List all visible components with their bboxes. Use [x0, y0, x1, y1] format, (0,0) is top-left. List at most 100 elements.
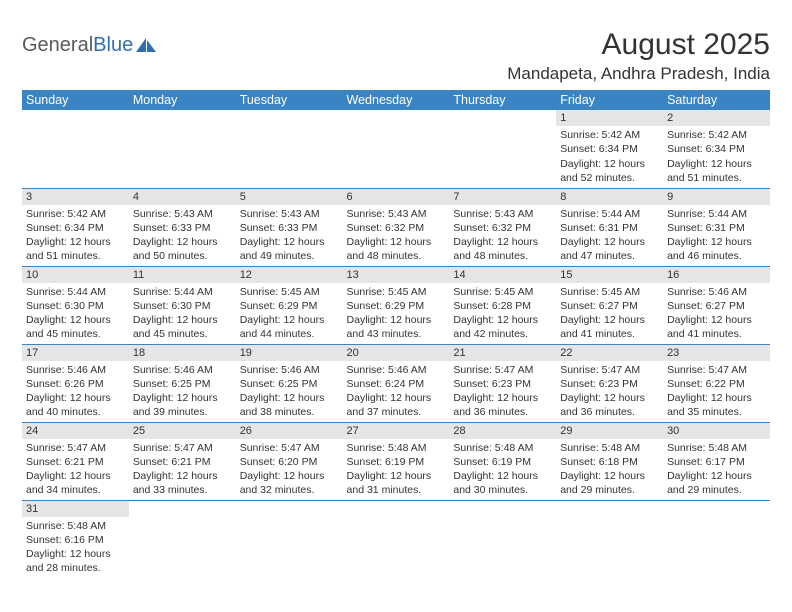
calendar-cell: 11Sunrise: 5:44 AMSunset: 6:30 PMDayligh…	[129, 266, 236, 344]
calendar-cell	[449, 110, 556, 188]
day-info-line: Sunrise: 5:42 AM	[560, 128, 659, 142]
calendar-head: SundayMondayTuesdayWednesdayThursdayFrid…	[22, 90, 770, 110]
day-info-line: Sunrise: 5:47 AM	[26, 441, 125, 455]
day-info-line: Daylight: 12 hours	[133, 235, 232, 249]
day-info-line: Daylight: 12 hours	[453, 235, 552, 249]
day-info-line: Sunset: 6:18 PM	[560, 455, 659, 469]
day-info-line: Sunrise: 5:45 AM	[347, 285, 446, 299]
day-number: 9	[663, 189, 770, 205]
day-info-line: and 41 minutes.	[667, 327, 766, 341]
day-info-line: Sunset: 6:30 PM	[133, 299, 232, 313]
day-info: Sunrise: 5:44 AMSunset: 6:30 PMDaylight:…	[22, 283, 129, 344]
day-info-line: and 45 minutes.	[26, 327, 125, 341]
day-number: 1	[556, 110, 663, 126]
calendar-cell: 26 Sunrise: 5:47 AMSunset: 6:20 PMDayligh…	[236, 422, 343, 500]
day-info-line: Sunset: 6:22 PM	[667, 377, 766, 391]
day-number: 7	[449, 189, 556, 205]
day-info: Sunrise: 5:46 AMSunset: 6:25 PMDaylight:…	[129, 361, 236, 422]
day-number: 28	[449, 423, 556, 439]
day-info-line: Sunset: 6:32 PM	[453, 221, 552, 235]
day-info-line: Sunset: 6:19 PM	[347, 455, 446, 469]
day-info-line: Daylight: 12 hours	[667, 391, 766, 405]
day-number: 12	[236, 267, 343, 283]
calendar-cell	[129, 500, 236, 578]
day-info-line: and 28 minutes.	[26, 561, 125, 575]
day-info-line: Sunset: 6:25 PM	[133, 377, 232, 391]
day-info-line: Daylight: 12 hours	[453, 391, 552, 405]
calendar-cell: 15Sunrise: 5:45 AMSunset: 6:27 PMDayligh…	[556, 266, 663, 344]
day-info-line: and 51 minutes.	[667, 171, 766, 185]
day-info-line: and 44 minutes.	[240, 327, 339, 341]
day-info: Sunrise: 5:47 AMSunset: 6:21 PMDaylight:…	[22, 439, 129, 500]
day-info-line: Daylight: 12 hours	[347, 235, 446, 249]
calendar-table: SundayMondayTuesdayWednesdayThursdayFrid…	[22, 90, 770, 578]
day-info-line: Sunset: 6:34 PM	[26, 221, 125, 235]
day-info-line: Daylight: 12 hours	[347, 391, 446, 405]
calendar-cell: 8Sunrise: 5:44 AMSunset: 6:31 PMDaylight…	[556, 188, 663, 266]
day-info-line: Daylight: 12 hours	[26, 235, 125, 249]
day-info-line: Daylight: 12 hours	[560, 313, 659, 327]
calendar-cell	[556, 500, 663, 578]
day-info-line: Sunset: 6:17 PM	[667, 455, 766, 469]
day-info: Sunrise: 5:48 AMSunset: 6:19 PMDaylight:…	[449, 439, 556, 500]
day-info-line: and 32 minutes.	[240, 483, 339, 497]
day-info-line: Daylight: 12 hours	[453, 313, 552, 327]
day-number: 4	[129, 189, 236, 205]
day-info-line: Sunrise: 5:47 AM	[133, 441, 232, 455]
day-number: 26	[236, 423, 343, 439]
day-number: 11	[129, 267, 236, 283]
day-info-line: and 30 minutes.	[453, 483, 552, 497]
day-info-line: Sunset: 6:21 PM	[26, 455, 125, 469]
calendar-cell: 24Sunrise: 5:47 AMSunset: 6:21 PMDayligh…	[22, 422, 129, 500]
calendar-body: 1Sunrise: 5:42 AMSunset: 6:34 PMDaylight…	[22, 110, 770, 578]
day-info-line: and 31 minutes.	[347, 483, 446, 497]
day-info-line: Sunrise: 5:47 AM	[240, 441, 339, 455]
calendar-cell: 14Sunrise: 5:45 AMSunset: 6:28 PMDayligh…	[449, 266, 556, 344]
day-info-line: Sunset: 6:30 PM	[26, 299, 125, 313]
day-info-line: Sunset: 6:29 PM	[347, 299, 446, 313]
day-info-line: Sunrise: 5:45 AM	[560, 285, 659, 299]
day-info-line: Sunrise: 5:44 AM	[560, 207, 659, 221]
calendar-week: 24Sunrise: 5:47 AMSunset: 6:21 PMDayligh…	[22, 422, 770, 500]
day-info-line: Sunset: 6:27 PM	[667, 299, 766, 313]
day-info-line: and 52 minutes.	[560, 171, 659, 185]
day-info: Sunrise: 5:45 AMSunset: 6:29 PMDaylight:…	[343, 283, 450, 344]
column-header: Tuesday	[236, 90, 343, 110]
calendar-week: 1Sunrise: 5:42 AMSunset: 6:34 PMDaylight…	[22, 110, 770, 188]
day-number: 19	[236, 345, 343, 361]
calendar-cell: 7Sunrise: 5:43 AMSunset: 6:32 PMDaylight…	[449, 188, 556, 266]
column-header: Monday	[129, 90, 236, 110]
day-info: Sunrise: 5:47 AMSunset: 6:22 PMDaylight:…	[663, 361, 770, 422]
day-info-line: Sunrise: 5:47 AM	[560, 363, 659, 377]
day-info-line: Daylight: 12 hours	[240, 469, 339, 483]
sail-icon	[135, 37, 157, 53]
calendar-cell: 19Sunrise: 5:46 AMSunset: 6:25 PMDayligh…	[236, 344, 343, 422]
day-info: Sunrise: 5:45 AMSunset: 6:28 PMDaylight:…	[449, 283, 556, 344]
day-number: 17	[22, 345, 129, 361]
day-number: 15	[556, 267, 663, 283]
day-info-line: Sunrise: 5:46 AM	[347, 363, 446, 377]
day-number: 22	[556, 345, 663, 361]
day-info-line: Daylight: 12 hours	[667, 313, 766, 327]
day-info: Sunrise: 5:46 AMSunset: 6:25 PMDaylight:…	[236, 361, 343, 422]
calendar-cell: 23Sunrise: 5:47 AMSunset: 6:22 PMDayligh…	[663, 344, 770, 422]
day-info-line: Daylight: 12 hours	[240, 313, 339, 327]
day-info-line: Sunset: 6:31 PM	[560, 221, 659, 235]
day-info-line: Sunrise: 5:46 AM	[133, 363, 232, 377]
day-info-line: Sunset: 6:23 PM	[560, 377, 659, 391]
calendar-cell	[236, 500, 343, 578]
calendar-cell: 16Sunrise: 5:46 AMSunset: 6:27 PMDayligh…	[663, 266, 770, 344]
day-number: 24	[22, 423, 129, 439]
calendar-cell	[343, 110, 450, 188]
day-info-line: and 49 minutes.	[240, 249, 339, 263]
day-number: 14	[449, 267, 556, 283]
day-info-line: Sunset: 6:29 PM	[240, 299, 339, 313]
day-info-line: Daylight: 12 hours	[133, 313, 232, 327]
day-info-line: Sunrise: 5:42 AM	[26, 207, 125, 221]
day-info: Sunrise: 5:46 AMSunset: 6:24 PMDaylight:…	[343, 361, 450, 422]
day-info-line: Sunset: 6:20 PM	[240, 455, 339, 469]
day-info-line: Sunset: 6:33 PM	[240, 221, 339, 235]
calendar-cell	[343, 500, 450, 578]
day-info-line: Sunrise: 5:44 AM	[26, 285, 125, 299]
day-info-line: and 51 minutes.	[26, 249, 125, 263]
